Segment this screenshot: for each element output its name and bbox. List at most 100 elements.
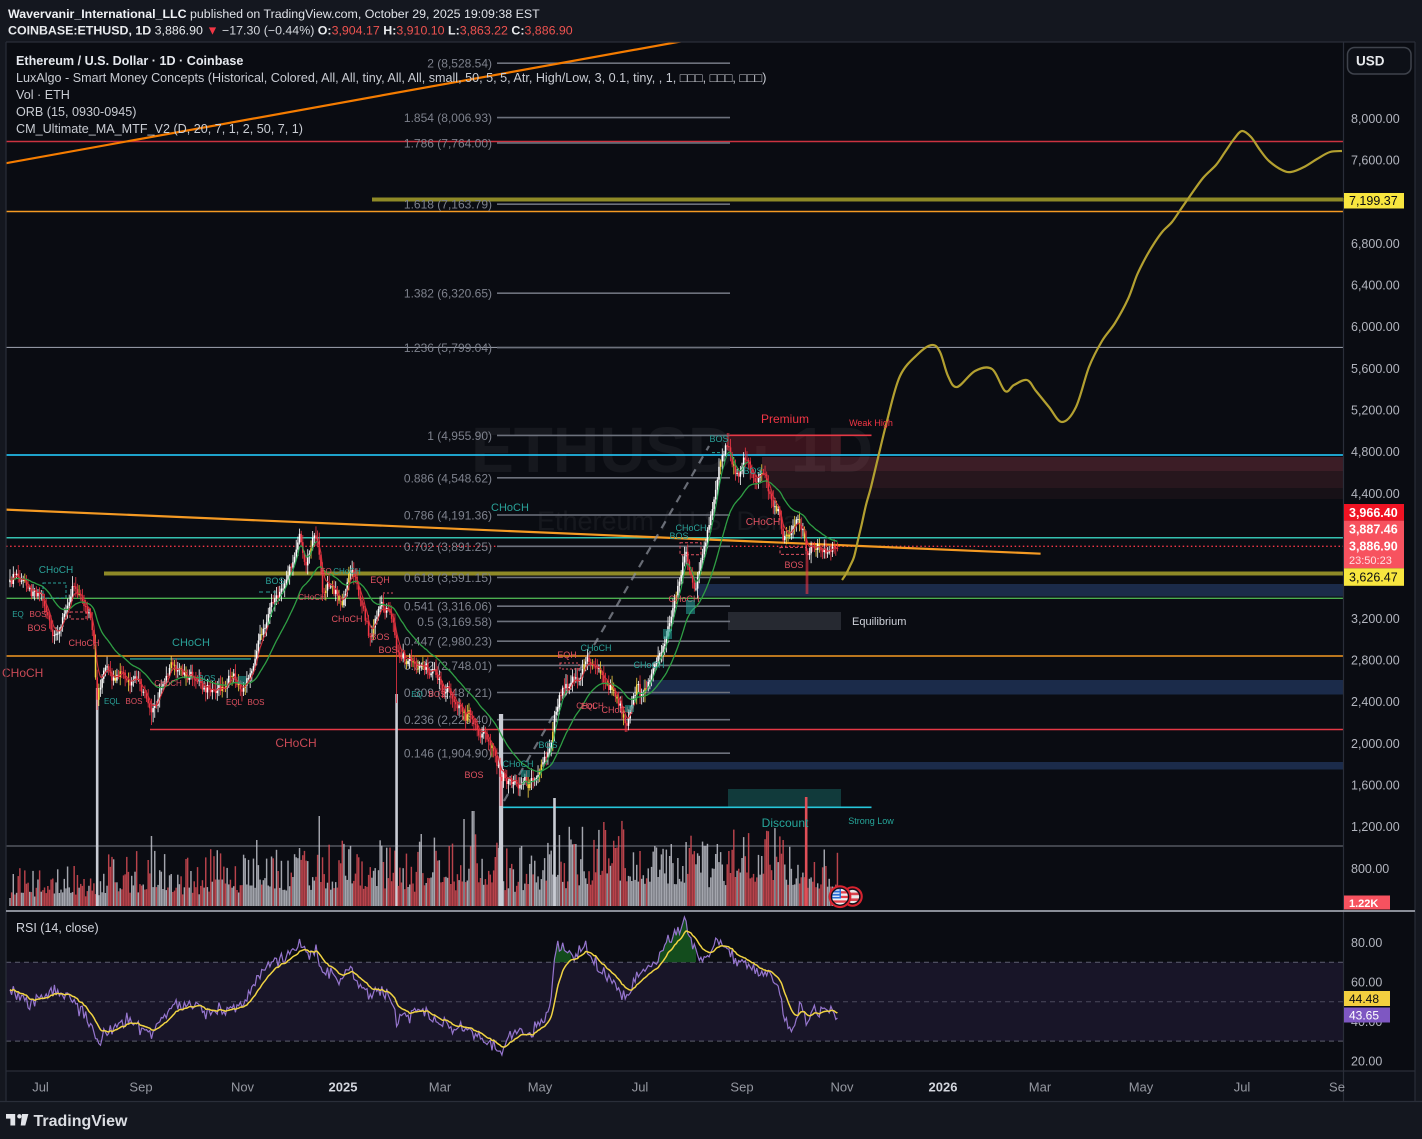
svg-text:Jul: Jul	[632, 1080, 649, 1095]
svg-text:2026: 2026	[929, 1080, 958, 1095]
svg-text:1.786 (7,764.00): 1.786 (7,764.00)	[404, 136, 492, 150]
svg-text:CHoCH: CHoCH	[502, 759, 533, 769]
svg-text:Se: Se	[1329, 1080, 1345, 1095]
svg-text:BOS: BOS	[709, 434, 728, 444]
svg-text:7,600.00: 7,600.00	[1351, 153, 1400, 167]
svg-text:Ethereum / U.S. Dollar · 1D ·: Ethereum / U.S. Dollar · 1D · Coinbase	[16, 54, 243, 68]
svg-text:BOS: BOS	[265, 576, 284, 586]
svg-text:EQH: EQH	[370, 575, 390, 585]
svg-text:1.618 (7,163.79): 1.618 (7,163.79)	[404, 198, 492, 212]
svg-text:5,200.00: 5,200.00	[1351, 403, 1400, 417]
svg-text:4,800.00: 4,800.00	[1351, 445, 1400, 459]
svg-text:1.854 (8,006.93): 1.854 (8,006.93)	[404, 111, 492, 125]
svg-text:BOS: BOS	[378, 645, 397, 655]
svg-text:Discount: Discount	[762, 816, 809, 830]
svg-text:EQ: EQ	[411, 690, 423, 699]
svg-text:BOS: BOS	[199, 674, 216, 683]
svg-text:EQL: EQL	[226, 698, 243, 707]
svg-text:BOS: BOS	[429, 690, 446, 699]
svg-text:COINBASE:ETHUSD, 1D 3,886.90 ▼: COINBASE:ETHUSD, 1D 3,886.90 ▼ −17.30 (−…	[8, 24, 573, 38]
svg-text:Mar: Mar	[1029, 1080, 1052, 1095]
svg-text:CHoCH: CHoCH	[580, 643, 611, 653]
svg-text:3,886.90: 3,886.90	[1349, 539, 1398, 553]
svg-text:6,000.00: 6,000.00	[1351, 320, 1400, 334]
svg-text:Sep: Sep	[129, 1080, 152, 1095]
svg-text:EQ: EQ	[320, 567, 332, 576]
svg-text:BOS: BOS	[464, 770, 483, 780]
svg-text:Equilibrium: Equilibrium	[852, 616, 906, 628]
svg-text:LuxAlgo - Smart Money Concepts: LuxAlgo - Smart Money Concepts (Historic…	[16, 71, 766, 85]
svg-text:20.00: 20.00	[1351, 1055, 1382, 1069]
svg-text:CM_Ultimate_MA_MTF_V2 (D, 20,: CM_Ultimate_MA_MTF_V2 (D, 20, 7, 1, 2, 5…	[16, 122, 303, 136]
svg-text:ORB (15, 0930-0945): ORB (15, 0930-0945)	[16, 105, 136, 119]
svg-text:Wavervanir_International_LLC p: Wavervanir_International_LLC published o…	[8, 7, 540, 21]
svg-text:800.00: 800.00	[1351, 862, 1389, 876]
svg-text:Premium: Premium	[761, 412, 809, 426]
svg-text:TradingView: TradingView	[34, 1113, 129, 1130]
svg-text:Sep: Sep	[730, 1080, 753, 1095]
svg-text:3,626.47: 3,626.47	[1349, 571, 1398, 585]
svg-text:2,400.00: 2,400.00	[1351, 695, 1400, 709]
svg-text:1,600.00: 1,600.00	[1351, 778, 1400, 792]
svg-text:2025: 2025	[329, 1080, 358, 1095]
svg-text:CHoCH: CHoCH	[601, 705, 632, 715]
svg-text:Weak High: Weak High	[849, 418, 893, 428]
svg-text:CHoCH: CHoCH	[746, 517, 780, 528]
svg-text:EQL: EQL	[104, 697, 121, 706]
svg-text:BOS: BOS	[743, 466, 762, 476]
svg-text:23:50:23: 23:50:23	[1349, 555, 1392, 567]
svg-text:1.236 (5,799.04): 1.236 (5,799.04)	[404, 341, 492, 355]
svg-text:0.618 (3,591.15): 0.618 (3,591.15)	[404, 571, 492, 585]
svg-text:CHoCH: CHoCH	[668, 594, 699, 604]
svg-text:3,966.40: 3,966.40	[1349, 506, 1398, 520]
svg-text:BOS: BOS	[30, 610, 47, 619]
svg-text:CHoCH: CHoCH	[633, 660, 664, 670]
svg-text:CHoCH: CHoCH	[2, 666, 43, 680]
svg-text:8,000.00: 8,000.00	[1351, 112, 1400, 126]
svg-text:EQH: EQH	[557, 650, 577, 660]
svg-text:EQL: EQL	[581, 702, 598, 711]
svg-text:44.48: 44.48	[1349, 992, 1379, 1006]
svg-text:1.382 (6,320.65): 1.382 (6,320.65)	[404, 287, 492, 301]
svg-text:CHoCH: CHoCH	[68, 638, 99, 648]
svg-text:6,800.00: 6,800.00	[1351, 237, 1400, 251]
svg-text:May: May	[1129, 1080, 1154, 1095]
svg-text:0.447 (2,980.23): 0.447 (2,980.23)	[404, 635, 492, 649]
svg-text:2,800.00: 2,800.00	[1351, 653, 1400, 667]
svg-text:CHoCH: CHoCH	[39, 565, 73, 576]
svg-text:ETHUSD · 1D: ETHUSD · 1D	[471, 414, 873, 486]
svg-text:3,887.46: 3,887.46	[1349, 523, 1398, 537]
svg-text:Jul: Jul	[32, 1080, 49, 1095]
svg-text:BOS: BOS	[669, 531, 688, 541]
svg-text:6,400.00: 6,400.00	[1351, 278, 1400, 292]
svg-text:BOS: BOS	[27, 623, 46, 633]
svg-text:Nov: Nov	[231, 1080, 255, 1095]
svg-text:CHoCH: CHoCH	[275, 736, 316, 750]
svg-text:BOS: BOS	[784, 560, 803, 570]
svg-text:1.22K: 1.22K	[1349, 898, 1378, 910]
svg-text:0.5 (3,169.58): 0.5 (3,169.58)	[417, 615, 492, 629]
svg-text:80.00: 80.00	[1351, 936, 1382, 950]
svg-text:43.65: 43.65	[1349, 1009, 1379, 1023]
svg-text:Strong Low: Strong Low	[848, 816, 894, 826]
svg-text:60.00: 60.00	[1351, 976, 1382, 990]
svg-text:7,199.37: 7,199.37	[1349, 194, 1398, 208]
svg-text:5,600.00: 5,600.00	[1351, 362, 1400, 376]
svg-text:CHoCH: CHoCH	[675, 523, 706, 533]
svg-text:CHoCH: CHoCH	[298, 593, 326, 602]
svg-text:CHoCH: CHoCH	[491, 502, 529, 514]
svg-text:BOS: BOS	[370, 632, 389, 642]
svg-text:0.786 (4,191.36): 0.786 (4,191.36)	[404, 509, 492, 523]
svg-text:0.886 (4,548.62): 0.886 (4,548.62)	[404, 471, 492, 485]
svg-text:BOS: BOS	[126, 697, 143, 706]
svg-text:0.541 (3,316.06): 0.541 (3,316.06)	[404, 600, 492, 614]
svg-text:Vol · ETH: Vol · ETH	[16, 88, 70, 102]
svg-text:EQ: EQ	[12, 610, 24, 619]
svg-text:Jul: Jul	[1234, 1080, 1251, 1095]
svg-text:0.382 (2,748.01): 0.382 (2,748.01)	[404, 659, 492, 673]
svg-text:0.146 (1,904.90): 0.146 (1,904.90)	[404, 747, 492, 761]
svg-text:1,200.00: 1,200.00	[1351, 820, 1400, 834]
svg-text:4,400.00: 4,400.00	[1351, 487, 1400, 501]
svg-text:CHoCH: CHoCH	[154, 679, 182, 688]
svg-text:0.236 (2,226.40): 0.236 (2,226.40)	[404, 713, 492, 727]
